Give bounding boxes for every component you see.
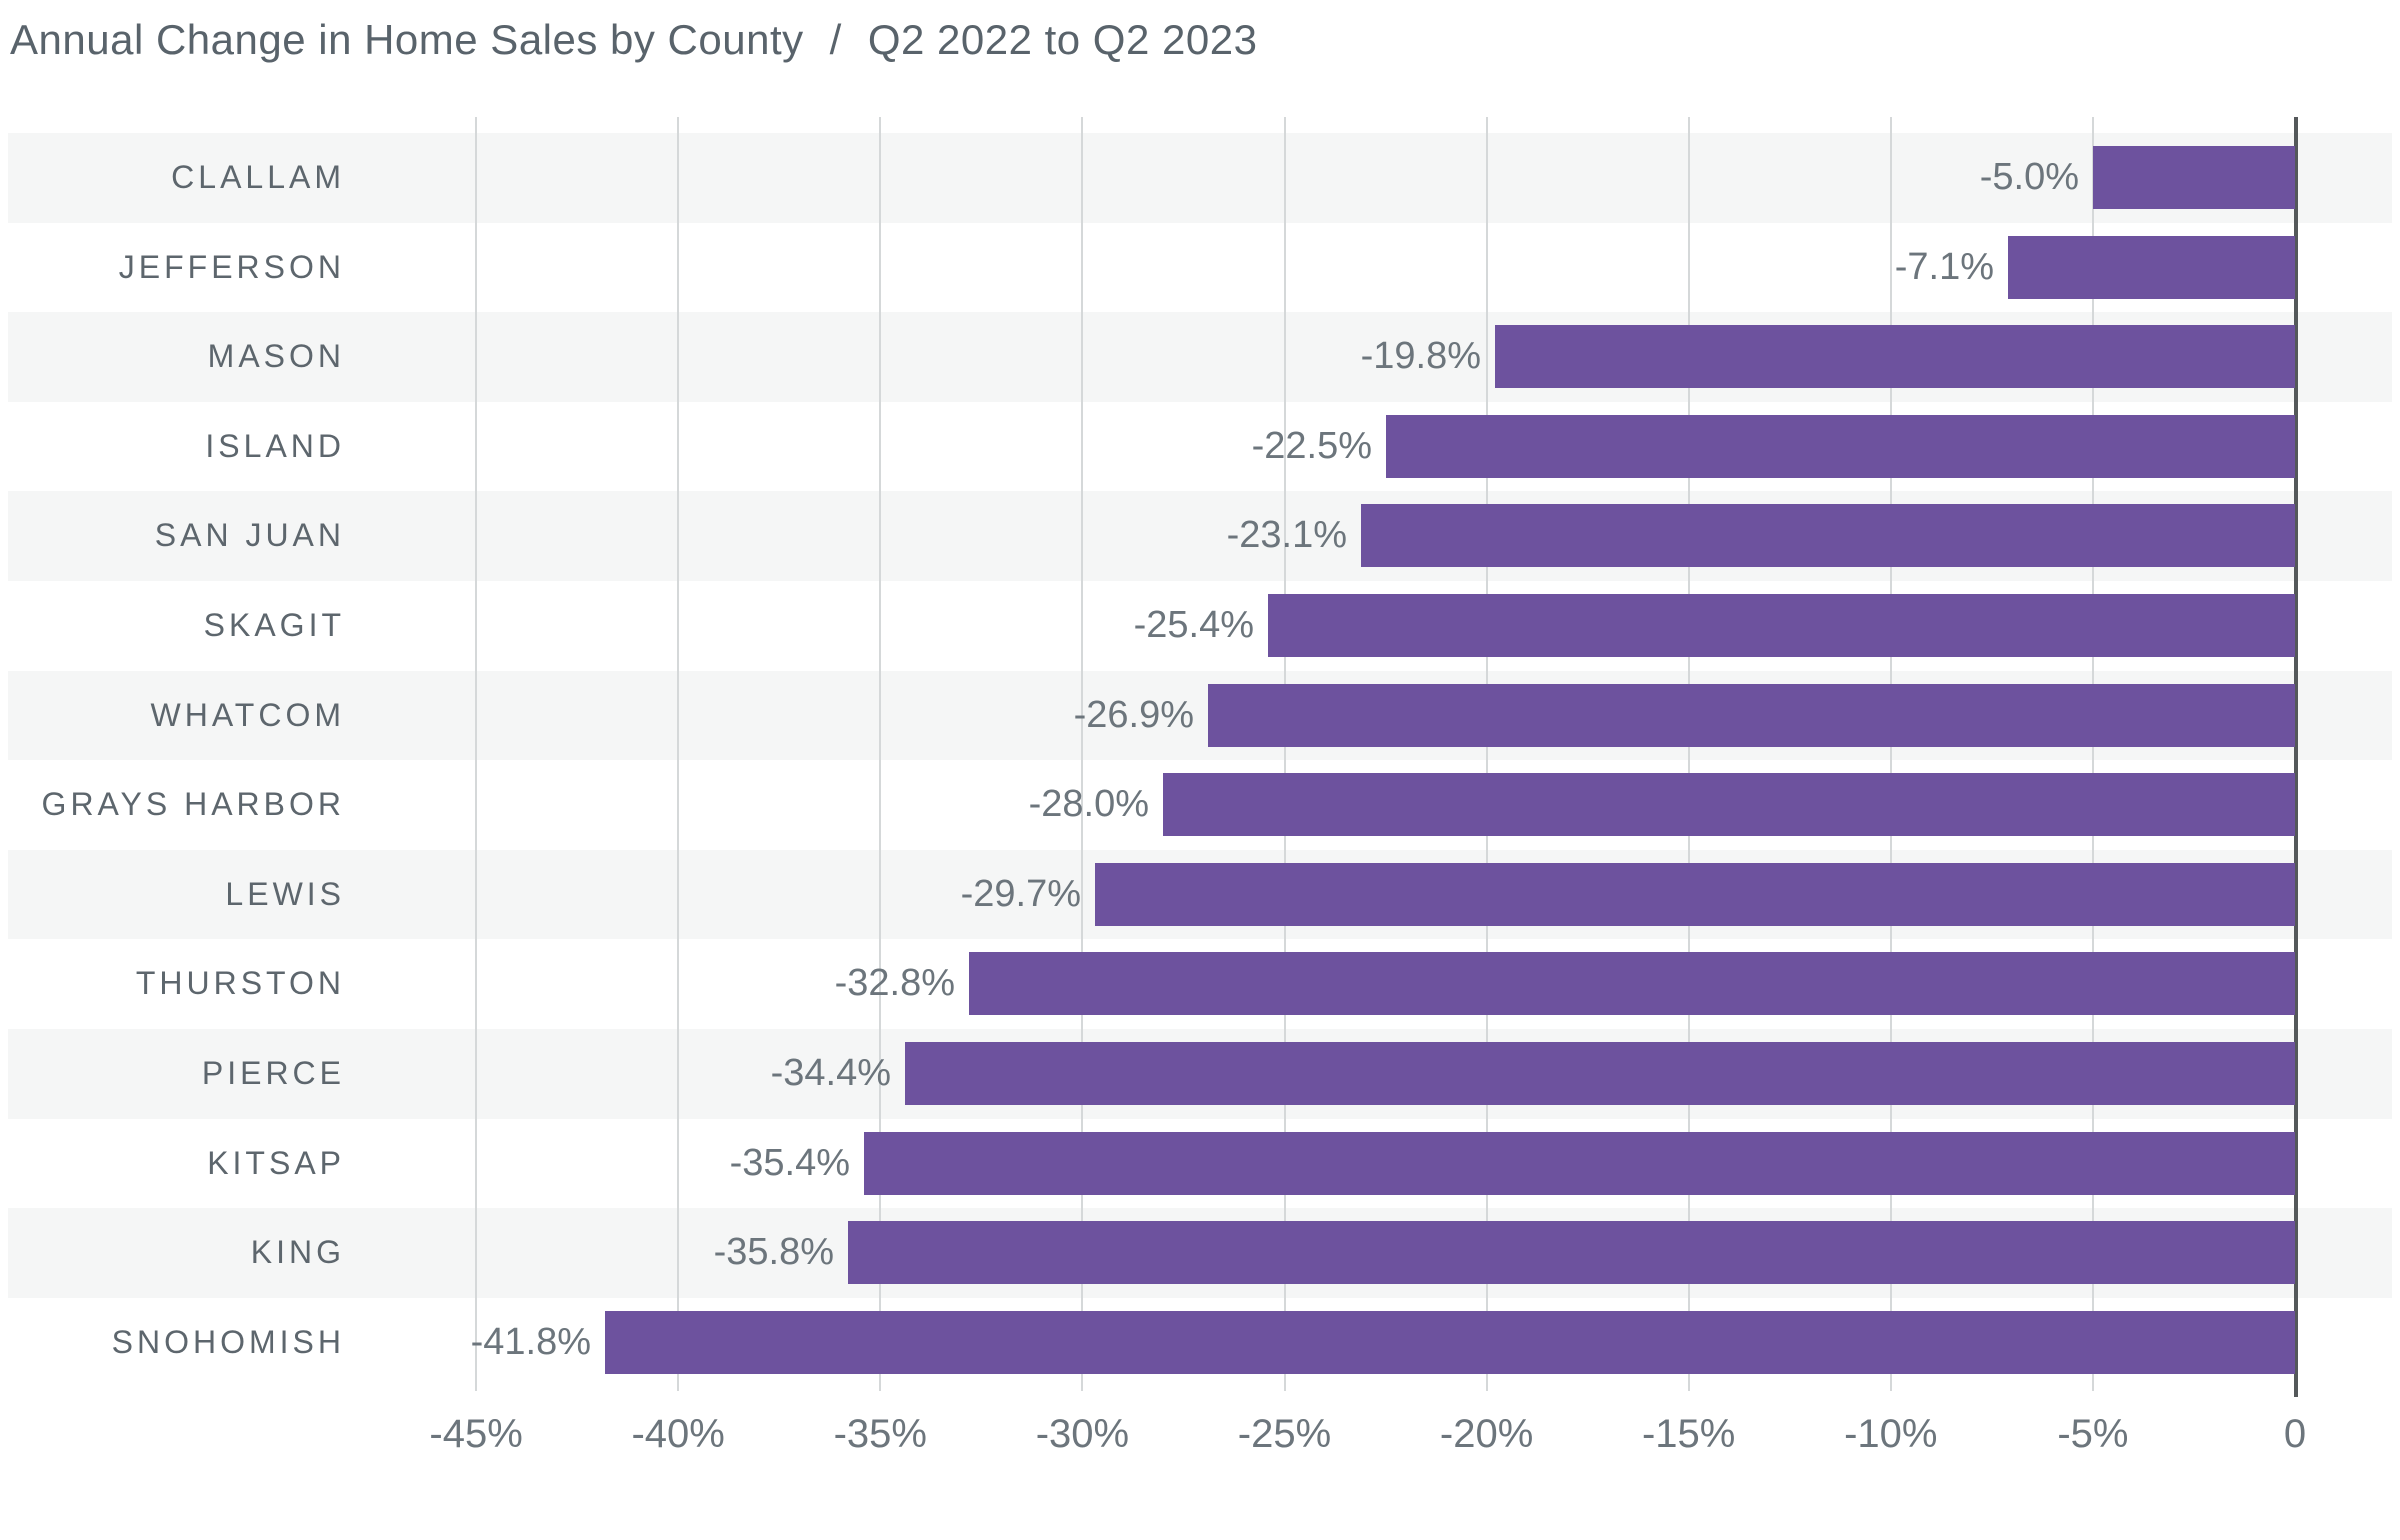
vertical-gridline: [1889, 117, 1892, 1391]
category-label: KITSAP: [207, 1144, 345, 1181]
row-stripe: [8, 133, 2392, 223]
vertical-gridline: [1687, 117, 1690, 1391]
bar: [605, 1310, 2295, 1374]
bar-value-label: -5.0%: [1979, 156, 2079, 198]
bar: [1208, 683, 2295, 747]
chart-title-main: Annual Change in Home Sales by County: [10, 16, 804, 63]
bar-value-label: -28.0%: [1028, 783, 1149, 826]
bar: [905, 1042, 2295, 1105]
category-label: PIERCE: [201, 1055, 345, 1091]
category-label: CLALLAM: [171, 159, 345, 195]
bar: [864, 1131, 2295, 1195]
x-axis-tick-label: -5%: [2057, 1412, 2129, 1456]
bar-value-label: -25.4%: [1133, 604, 1254, 646]
x-axis-tick-label: -20%: [1439, 1412, 1534, 1456]
bar-value-label: -26.9%: [1073, 693, 1194, 736]
category-label: MASON: [207, 338, 345, 375]
chart-title: Annual Change in Home Sales by County / Q2…: [10, 16, 1257, 64]
bar: [1163, 773, 2295, 837]
x-axis-tick-label: -30%: [1035, 1412, 1130, 1456]
x-axis-tick-label: -40%: [631, 1412, 725, 1456]
category-label: ISLAND: [205, 427, 345, 464]
category-label: SKAGIT: [203, 607, 345, 643]
bar-value-label: -22.5%: [1251, 424, 1372, 467]
x-axis-tick-label: -25%: [1237, 1412, 1332, 1456]
bar: [969, 952, 2295, 1016]
bar-value-label: -34.4%: [770, 1052, 891, 1094]
bar-value-label: -19.8%: [1360, 335, 1481, 378]
x-axis-tick-label: -15%: [1641, 1412, 1736, 1456]
vertical-gridline: [879, 117, 882, 1391]
bar: [1268, 594, 2295, 657]
bar: [848, 1221, 2295, 1285]
category-label: SAN JUAN: [154, 517, 345, 554]
x-axis-tick-label: -10%: [1844, 1412, 1938, 1456]
x-axis-tick-label: -45%: [429, 1412, 523, 1456]
category-label: WHATCOM: [150, 696, 345, 733]
vertical-gridline: [677, 117, 680, 1391]
bar-value-label: -29.7%: [960, 872, 1081, 915]
bar-value-label: -35.8%: [713, 1231, 834, 1274]
bar: [1386, 414, 2295, 478]
bar: [1495, 325, 2295, 389]
bar-value-label: -32.8%: [834, 962, 955, 1005]
category-label: THURSTON: [135, 965, 345, 1002]
bar: [2093, 146, 2295, 209]
bar: [1361, 504, 2295, 568]
category-label: JEFFERSON: [118, 248, 345, 285]
bar: [1095, 862, 2295, 926]
category-label: LEWIS: [225, 875, 345, 912]
category-label: GRAYS HARBOR: [41, 786, 345, 823]
x-axis-tick-label: 0: [2283, 1412, 2307, 1456]
chart-title-period: Q2 2022 to Q2 2023: [867, 16, 1258, 63]
bar-value-label: -35.4%: [729, 1141, 850, 1184]
bar: [2008, 235, 2295, 299]
vertical-gridline: [475, 117, 478, 1391]
zero-axis-line: [2294, 117, 2298, 1397]
bar-value-label: -23.1%: [1226, 514, 1347, 557]
bar-value-label: -7.1%: [1894, 245, 1994, 288]
vertical-gridline: [1283, 117, 1286, 1391]
vertical-gridline: [1485, 117, 1488, 1391]
category-label: KING: [250, 1234, 345, 1271]
category-label: SNOHOMISH: [111, 1323, 345, 1360]
chart-title-separator: /: [829, 16, 842, 63]
vertical-gridline: [2091, 117, 2094, 1391]
vertical-gridline: [1081, 117, 1084, 1391]
bar-value-label: -41.8%: [470, 1320, 591, 1363]
x-axis-tick-label: -35%: [833, 1412, 927, 1456]
